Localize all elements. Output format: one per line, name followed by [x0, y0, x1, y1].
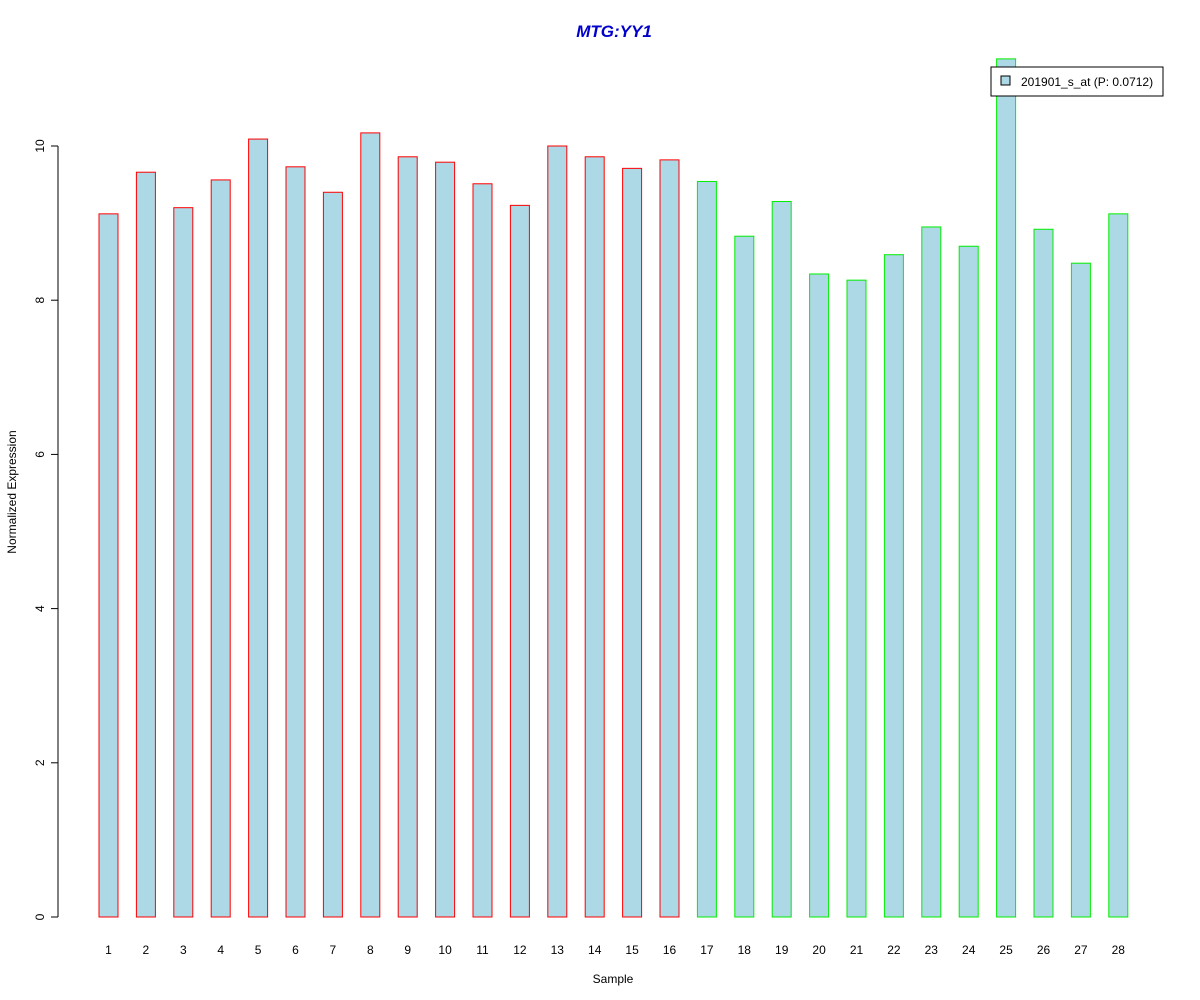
legend-box: [990, 66, 1164, 97]
x-axis-label: Sample: [593, 972, 634, 986]
legend-swatch: [1000, 75, 1011, 86]
x-tick-label: 2: [143, 943, 150, 957]
y-tick-label: 0: [33, 913, 47, 920]
bar-sample-2: [135, 171, 156, 918]
x-tick-label: 22: [887, 943, 901, 957]
x-tick-label: 14: [588, 943, 602, 957]
bar-sample-1: [98, 213, 119, 918]
x-tick-label: 10: [438, 943, 452, 957]
bar-sample-28: [1108, 213, 1129, 918]
x-tick-label: 5: [255, 943, 262, 957]
y-tick-label: 8: [33, 297, 47, 304]
x-tick-label: 25: [999, 943, 1013, 957]
bar-sample-7: [322, 191, 343, 918]
x-tick-label: 19: [775, 943, 789, 957]
x-tick-label: 13: [551, 943, 565, 957]
bar-sample-12: [509, 204, 530, 918]
bar-sample-17: [696, 180, 717, 918]
x-tick-label: 18: [738, 943, 752, 957]
bar-sample-3: [173, 207, 194, 918]
bar-sample-24: [958, 245, 979, 918]
bar-sample-4: [210, 179, 231, 918]
y-axis: 0 2 4 6 8 10: [33, 139, 59, 920]
bar-sample-8: [360, 132, 381, 918]
x-tick-label: 20: [812, 943, 826, 957]
legend: 201901_s_at (P: 0.0712): [990, 66, 1164, 97]
bars-group: [98, 58, 1129, 918]
bar-sample-18: [734, 235, 755, 918]
x-tick-label: 3: [180, 943, 187, 957]
x-tick-label: 8: [367, 943, 374, 957]
y-tick-label: 6: [33, 451, 47, 458]
bar-sample-22: [883, 254, 904, 918]
bar-sample-9: [397, 156, 418, 918]
x-tick-label: 9: [404, 943, 411, 957]
bar-sample-19: [771, 201, 792, 918]
bar-sample-27: [1070, 262, 1091, 918]
bar-sample-16: [659, 159, 680, 918]
bar-sample-15: [622, 167, 643, 918]
x-tick-label: 15: [625, 943, 639, 957]
x-tick-label: 4: [217, 943, 224, 957]
chart-title: MTG:YY1: [576, 22, 652, 41]
x-tick-label: 24: [962, 943, 976, 957]
y-tick-label: 2: [33, 759, 47, 766]
x-tick-label: 17: [700, 943, 714, 957]
bar-sample-10: [435, 161, 456, 918]
bar-sample-21: [846, 279, 867, 918]
y-tick-label: 10: [33, 139, 47, 153]
bar-sample-6: [285, 166, 306, 918]
y-axis-label: Normalized Expression: [5, 430, 19, 553]
x-tick-label: 16: [663, 943, 677, 957]
x-tick-label: 7: [330, 943, 337, 957]
legend-label: 201901_s_at (P: 0.0712): [1021, 75, 1153, 89]
x-tick-label: 23: [925, 943, 939, 957]
bar-sample-25: [996, 58, 1017, 918]
bar-sample-5: [248, 138, 269, 918]
x-tick-label: 11: [476, 943, 489, 957]
x-tick-label: 26: [1037, 943, 1051, 957]
bar-sample-20: [809, 273, 830, 918]
x-tick-label: 21: [850, 943, 864, 957]
x-tick-label: 12: [513, 943, 527, 957]
x-tick-label: 6: [292, 943, 299, 957]
y-tick-label: 4: [33, 605, 47, 612]
bar-sample-26: [1033, 228, 1054, 918]
bar-sample-14: [584, 156, 605, 918]
x-tick-label: 28: [1112, 943, 1126, 957]
x-tick-label: 27: [1074, 943, 1088, 957]
bar-sample-13: [547, 145, 568, 918]
bar-sample-23: [921, 226, 942, 918]
bar-sample-11: [472, 183, 493, 918]
x-tick-label: 1: [105, 943, 112, 957]
x-tick-labels: 1 2 3 4 5 6 7 8 9 10 11 12 13 14 15 16 17 18 19 20 21 22 23 24 2…: [105, 943, 1125, 957]
